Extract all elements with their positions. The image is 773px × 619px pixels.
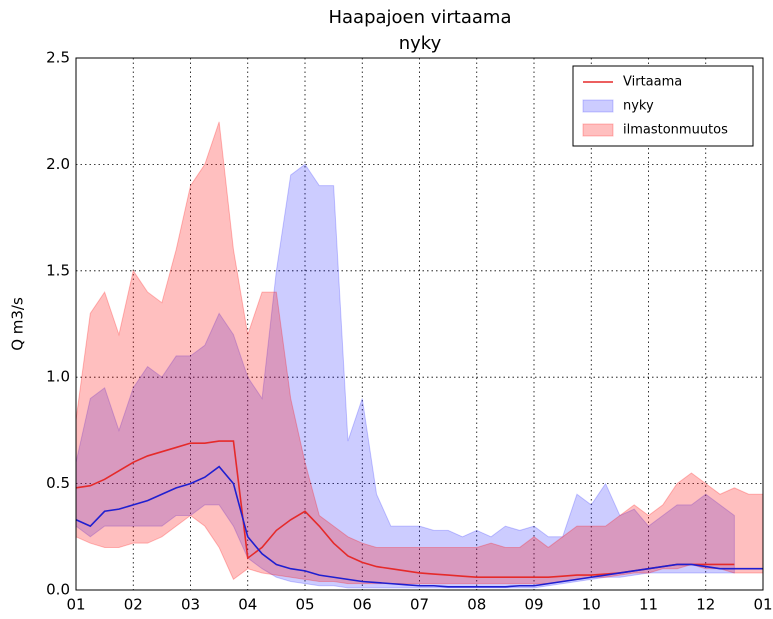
legend-box xyxy=(572,65,754,147)
y-tick-label: 2.0 xyxy=(46,155,70,173)
x-tick-label: 05 xyxy=(295,596,314,614)
legend-swatch xyxy=(582,123,614,137)
legend-label: Virtaama xyxy=(623,75,682,90)
band-area xyxy=(76,121,763,585)
chart-title: Haapajoen virtaama xyxy=(328,7,511,28)
x-tick-label: 01 xyxy=(753,596,772,614)
x-tick-label: 04 xyxy=(238,596,257,614)
x-tick-label: 01 xyxy=(66,596,85,614)
x-tick-label: 03 xyxy=(181,596,200,614)
x-tick-label: 07 xyxy=(410,596,429,614)
y-tick-label: 2.5 xyxy=(46,49,70,67)
x-tick-label: 09 xyxy=(524,596,543,614)
y-axis-label: Q m3/s xyxy=(9,297,27,351)
y-tick-label: 1.0 xyxy=(46,368,70,386)
series-line xyxy=(76,465,763,588)
y-tick-label: 0.0 xyxy=(46,581,70,599)
chart-subtitle: nyky xyxy=(399,33,442,54)
legend-label: ilmastonmuutos xyxy=(623,123,728,138)
band-area xyxy=(76,163,735,589)
plot-frame xyxy=(75,57,764,591)
x-tick-label: 06 xyxy=(353,596,372,614)
y-tick-label: 0.5 xyxy=(46,474,70,492)
legend-swatch xyxy=(582,99,614,113)
x-tick-label: 12 xyxy=(696,596,715,614)
x-tick-label: 11 xyxy=(639,596,658,614)
legend-label: nyky xyxy=(623,99,654,114)
x-tick-label: 10 xyxy=(582,596,601,614)
x-tick-label: 02 xyxy=(124,596,143,614)
y-tick-label: 1.5 xyxy=(46,261,70,279)
x-tick-label: 08 xyxy=(467,596,486,614)
